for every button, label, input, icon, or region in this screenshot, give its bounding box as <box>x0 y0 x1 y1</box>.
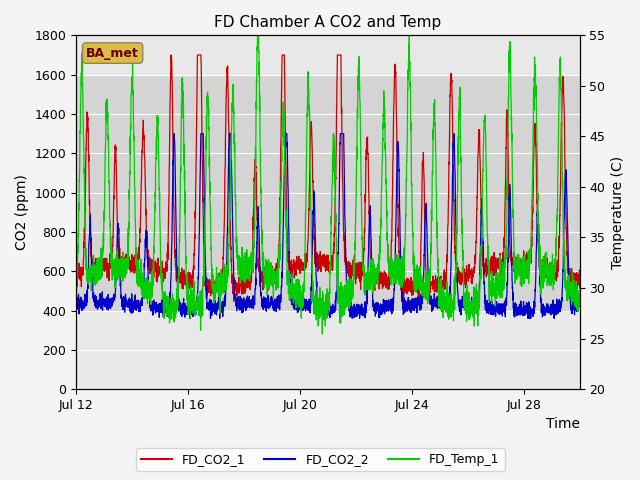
X-axis label: Time: Time <box>546 418 580 432</box>
Legend: FD_CO2_1, FD_CO2_2, FD_Temp_1: FD_CO2_1, FD_CO2_2, FD_Temp_1 <box>136 448 504 471</box>
Bar <box>76 75 580 311</box>
Y-axis label: CO2 (ppm): CO2 (ppm) <box>15 174 29 250</box>
Title: FD Chamber A CO2 and Temp: FD Chamber A CO2 and Temp <box>214 15 442 30</box>
Y-axis label: Temperature (C): Temperature (C) <box>611 156 625 269</box>
Text: BA_met: BA_met <box>86 47 139 60</box>
